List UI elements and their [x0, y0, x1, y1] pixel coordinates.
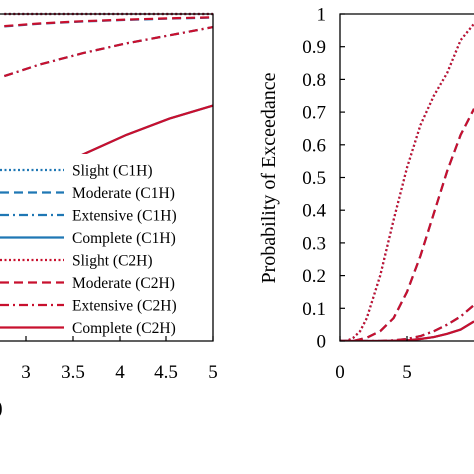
- left-series-line-1: [4, 16, 214, 28]
- right-chart-panel: 0 0.1 0.2 0.3 0.4 0.5 0.6 0.7 0.8 0.9 1 0 5 Probabili…: [258, 5, 474, 383]
- legend-label-4: Slight (C2H): [72, 253, 153, 270]
- legend-label-2: Extensive (C1H): [72, 208, 177, 225]
- legend-label-0: Slight (C1H): [72, 163, 153, 180]
- right-y-tick-label-4: 0.4: [302, 201, 326, 222]
- right-y-tick-label-1: 0.1: [302, 299, 326, 320]
- left-plot-frame: [0, 13, 214, 342]
- left-x-tick-label-0: 3: [21, 362, 31, 383]
- right-series-line-2: [340, 304, 474, 341]
- right-y-tick-label-0: 0: [317, 332, 327, 353]
- legend-box: [0, 154, 210, 338]
- right-series-line-5: [340, 108, 474, 341]
- left-chart-axes: 3 3.5 4 4.5 5): [0, 13, 218, 419]
- left-series-line-5: [4, 16, 214, 28]
- left-x-tick-label-1: 3.5: [61, 362, 85, 383]
- right-chart-axes: 0 0.1 0.2 0.3 0.4 0.5 0.6 0.7 0.8 0.9 1 0 5 Probabili…: [258, 5, 474, 383]
- right-y-tick-label-6: 0.6: [302, 135, 326, 156]
- right-y-tick-label-8: 0.8: [302, 70, 326, 91]
- right-series-line-4: [340, 23, 474, 341]
- left-series-line-6: [3, 26, 214, 78]
- legend-label-3: Complete (C1H): [72, 230, 176, 247]
- right-series-line-6: [340, 304, 474, 341]
- right-y-tick-label-3: 0.3: [302, 233, 326, 254]
- right-y-tick-label-7: 0.7: [302, 103, 326, 124]
- left-series-line-2: [3, 26, 214, 78]
- left-x-tick-label-4: 5: [208, 362, 218, 383]
- right-x-tick-label-0: 0: [335, 362, 345, 383]
- left-chart-panel: Slight (C1H) Moderate (C1H) Extensive (C1H…: [0, 12, 218, 419]
- right-y-tick-label-9: 0.9: [302, 37, 326, 58]
- right-series-line-1: [340, 108, 474, 341]
- left-x-axis-title-fragment: ): [0, 397, 3, 419]
- right-y-tick-label-10: 1: [317, 5, 327, 26]
- right-x-tick-label-1: 5: [402, 362, 412, 383]
- legend-label-5: Moderate (C2H): [72, 275, 175, 292]
- left-x-tick-label-2: 4: [115, 362, 125, 383]
- right-y-tick-label-5: 0.5: [302, 168, 326, 189]
- right-y-tick-label-2: 0.2: [302, 266, 326, 287]
- legend-label-7: Complete (C2H): [72, 320, 176, 337]
- left-x-tick-label-3: 4.5: [154, 362, 178, 383]
- right-y-axis-title: Probability of Exceedance: [258, 72, 280, 283]
- legend-label-1: Moderate (C1H): [72, 185, 175, 202]
- right-chart-curves: [340, 23, 474, 341]
- legend: Slight (C1H) Moderate (C1H) Extensive (C1H…: [0, 154, 210, 338]
- legend-label-6: Extensive (C2H): [72, 298, 177, 315]
